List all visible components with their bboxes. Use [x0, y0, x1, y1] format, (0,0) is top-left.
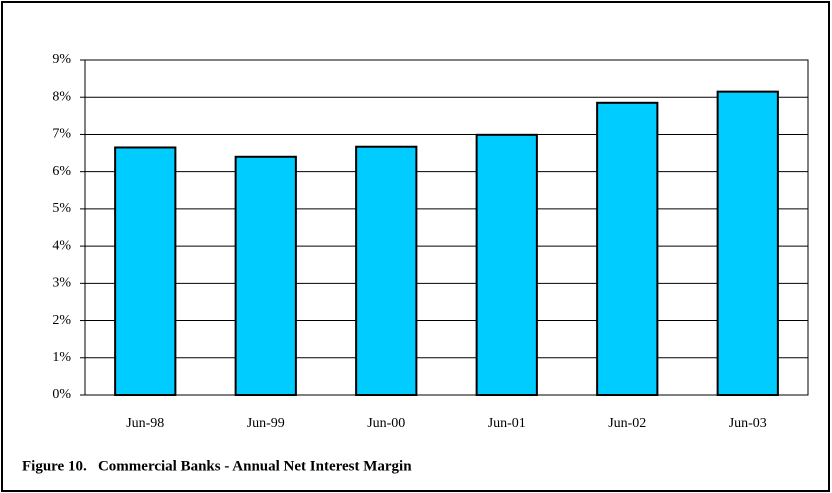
bar [475, 133, 538, 396]
x-tick-label: Jun-02 [608, 416, 646, 431]
x-tick-label: Jun-01 [488, 416, 526, 431]
bar [596, 101, 659, 397]
plot-area [84, 59, 809, 396]
y-tick-label: 6% [52, 164, 71, 179]
y-tick-label: 7% [52, 127, 71, 142]
x-tick-label: Jun-00 [367, 416, 405, 431]
y-tick-label: 1% [52, 350, 71, 365]
bar [355, 145, 418, 396]
x-tick-label: Jun-98 [126, 416, 164, 431]
y-tick-label: 4% [52, 238, 71, 253]
y-tick-label: 2% [52, 313, 71, 328]
x-tick-label: Jun-99 [247, 416, 285, 431]
y-tick-label: 9% [52, 52, 71, 67]
y-tick-label: 3% [52, 276, 71, 291]
bar [114, 146, 177, 396]
bar [234, 155, 297, 396]
y-tick-label: 5% [52, 201, 71, 216]
y-tick-label: 8% [52, 89, 71, 104]
x-tick-label: Jun-03 [729, 416, 767, 431]
chart-title: Figure 10. Commercial Banks - Annual Net… [22, 458, 412, 474]
bar [716, 90, 779, 396]
y-tick-label: 0% [52, 387, 71, 402]
